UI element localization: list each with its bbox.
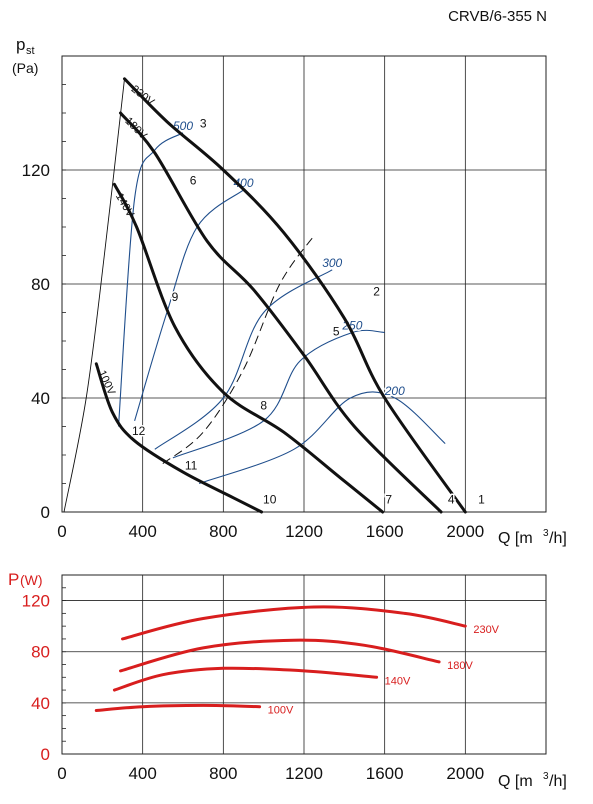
power-x-tick-label: 1200 xyxy=(285,764,323,783)
pressure-x-tick-label: 800 xyxy=(209,522,237,541)
point-label-3: 3 xyxy=(200,116,207,130)
pressure-x-tick-label: 2000 xyxy=(446,522,484,541)
power-curve-140V xyxy=(112,666,379,692)
iso-curve-200 xyxy=(198,391,446,485)
iso-curve-400 xyxy=(134,189,244,421)
power-label-230V: 230V xyxy=(473,624,499,636)
point-label-10: 10 xyxy=(263,492,277,506)
power-x-tick-label: 1600 xyxy=(366,764,404,783)
pressure-y-tick-label: 120 xyxy=(22,161,50,180)
pressure-x-tick-label: 1600 xyxy=(366,522,404,541)
power-x-tick-label: 2000 xyxy=(446,764,484,783)
point-label-6: 6 xyxy=(190,173,197,187)
pressure-y-tick-label: 0 xyxy=(41,503,50,522)
voltage-label-100V: 100V xyxy=(96,369,118,398)
efficiency-line xyxy=(162,235,315,464)
model-label: CRVB/6-355 N xyxy=(448,8,547,25)
power-x-tick-label: 800 xyxy=(209,764,237,783)
pressure-x-tick-label: 400 xyxy=(128,522,156,541)
power-label-180V: 180V xyxy=(447,660,473,672)
power-y-unit: (W) xyxy=(20,572,43,588)
point-label-1: 1 xyxy=(478,492,485,506)
pressure-x-unit-sup: 3 xyxy=(543,528,549,539)
pressure-x-unit: Q [m xyxy=(498,530,533,547)
power-curve-100V xyxy=(94,703,262,712)
pressure-x-tick-label: 0 xyxy=(57,522,66,541)
power-curve-230V xyxy=(121,605,467,641)
point-label-9: 9 xyxy=(172,290,179,304)
pressure-y-unit: (Pa) xyxy=(12,60,38,76)
system-line xyxy=(63,78,125,513)
pressure-y-symbol: p xyxy=(16,35,25,54)
iso-curve-250 xyxy=(172,329,385,459)
fan-curve-180V xyxy=(119,111,443,514)
power-x-unit-sup: 3 xyxy=(543,771,549,782)
point-label-5: 5 xyxy=(333,324,340,338)
point-label-7: 7 xyxy=(385,492,392,506)
power-x-tick-label: 400 xyxy=(128,764,156,783)
power-y-tick-label: 80 xyxy=(31,643,50,662)
power-label-100V: 100V xyxy=(268,705,294,717)
point-label-12: 12 xyxy=(132,424,146,438)
fan-curve-230V xyxy=(123,77,467,514)
pressure-y-tick-label: 80 xyxy=(31,275,50,294)
power-x-tick-label: 0 xyxy=(57,764,66,783)
power-y-symbol: P xyxy=(8,570,19,589)
point-label-8: 8 xyxy=(260,398,267,412)
pressure-x-tick-label: 1200 xyxy=(285,522,323,541)
iso-curve-300 xyxy=(154,269,333,450)
pressure-y-tick-label: 40 xyxy=(31,389,50,408)
iso-label-200: 200 xyxy=(384,384,405,398)
fan-curve-140V xyxy=(112,182,385,514)
power-y-tick-label: 120 xyxy=(22,592,50,611)
power-curve-180V xyxy=(119,638,441,673)
power-x-unit: Q [m xyxy=(498,773,533,790)
pressure-x-unit-end: /h] xyxy=(549,530,567,547)
power-y-tick-label: 40 xyxy=(31,694,50,713)
power-label-140V: 140V xyxy=(385,675,411,687)
power-x-unit-end: /h] xyxy=(549,773,567,790)
fan-curve-100V xyxy=(94,362,264,514)
power-y-tick-label: 0 xyxy=(41,745,50,764)
point-label-4: 4 xyxy=(448,492,455,506)
iso-curve-500 xyxy=(117,132,184,427)
iso-label-300: 300 xyxy=(322,256,342,270)
point-label-11: 11 xyxy=(185,458,198,472)
pressure-y-symbol-sub: st xyxy=(26,45,35,57)
point-label-2: 2 xyxy=(373,284,380,298)
